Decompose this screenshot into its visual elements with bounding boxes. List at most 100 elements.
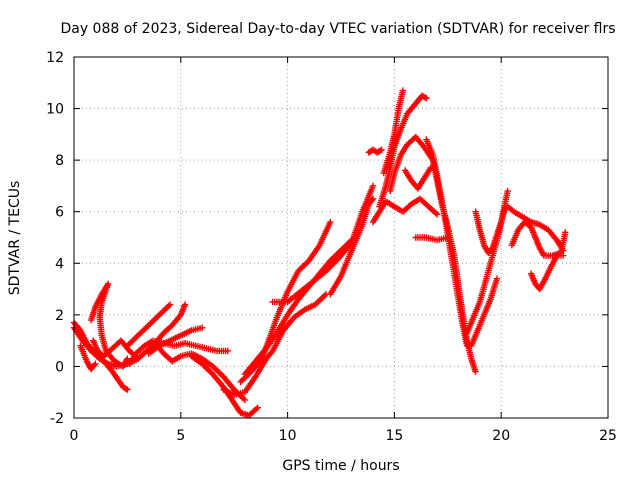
data-point — [128, 338, 136, 345]
data-point — [318, 295, 325, 302]
data-point — [215, 369, 223, 376]
data-point — [166, 301, 174, 308]
data-point — [423, 95, 430, 102]
data-point — [144, 323, 151, 330]
axis-ticks: 0 5 10 15 20 25 -2 0 2 4 6 8 10 12 — [46, 50, 617, 444]
y-tick-label: -2 — [50, 411, 64, 427]
data-point — [214, 367, 221, 375]
data-point — [238, 393, 246, 401]
series-arc-22 — [412, 234, 451, 244]
x-tick-label: 25 — [599, 428, 617, 444]
data-point — [148, 319, 156, 326]
data-point — [399, 87, 407, 94]
series-arc-6 — [124, 301, 174, 349]
y-tick-label: 4 — [55, 256, 64, 272]
grid — [74, 57, 608, 418]
x-tick-label: 10 — [279, 428, 297, 444]
data-point — [92, 360, 99, 368]
series-arc-18 — [376, 92, 430, 210]
data-point — [237, 378, 244, 386]
data-point — [153, 314, 160, 322]
data-point — [241, 396, 249, 404]
data-point — [378, 146, 385, 154]
data-point — [299, 263, 307, 270]
series-arc-26 — [504, 203, 567, 254]
chart-title: Day 088 of 2023, Sidereal Day-to-day VTE… — [60, 21, 615, 37]
data-point — [240, 375, 247, 383]
data-point — [150, 317, 157, 324]
data-point — [369, 182, 377, 190]
data-point — [472, 368, 479, 375]
data-point — [217, 370, 224, 377]
data-point — [122, 385, 130, 392]
data-point — [162, 305, 169, 313]
x-tick-label: 20 — [492, 428, 510, 444]
data-point — [433, 211, 441, 218]
data-point — [493, 275, 501, 282]
series-arc-21 — [401, 164, 434, 192]
data-point — [134, 332, 142, 339]
series-arc-3 — [77, 342, 99, 373]
data-point — [328, 262, 335, 269]
data-point — [369, 195, 377, 203]
series-arc-13 — [241, 236, 355, 378]
y-axis-title: SDTVAR / TECUs — [7, 181, 23, 296]
data-point — [124, 355, 131, 362]
y-tick-label: 8 — [55, 153, 64, 169]
data-point — [324, 266, 331, 273]
data-point — [142, 324, 149, 332]
data-point — [432, 209, 439, 217]
data-point — [329, 260, 337, 268]
data-point — [139, 327, 146, 335]
data-point — [504, 187, 511, 195]
data-point — [124, 386, 131, 393]
data-point — [322, 267, 330, 275]
data-point — [321, 292, 328, 299]
data-point — [137, 329, 145, 336]
data-point — [165, 302, 172, 310]
data-point — [181, 301, 189, 308]
data-point — [145, 321, 152, 329]
data-point — [147, 320, 154, 327]
data-point — [91, 361, 98, 369]
data-point — [253, 405, 260, 413]
data-point — [254, 404, 261, 411]
data-point — [224, 347, 231, 355]
data-point — [421, 94, 429, 101]
data-point — [332, 257, 340, 265]
data-point — [316, 296, 324, 304]
data-point — [198, 324, 206, 331]
data-point — [159, 308, 166, 316]
data-point — [157, 310, 165, 317]
data-point — [302, 260, 310, 267]
series-arc-11 — [220, 291, 330, 398]
data-point — [319, 293, 327, 301]
series-arc-19 — [380, 87, 407, 177]
data-point — [368, 196, 376, 204]
data-series — [70, 87, 569, 419]
y-tick-label: 10 — [46, 102, 64, 118]
data-point — [559, 252, 567, 259]
data-point — [238, 377, 246, 384]
data-point — [160, 307, 168, 314]
data-point — [127, 339, 134, 347]
data-point — [376, 147, 384, 154]
data-point — [327, 218, 334, 226]
data-point — [327, 263, 334, 270]
series-arc-8 — [145, 324, 206, 357]
data-point — [154, 313, 162, 320]
series-arc-23 — [423, 136, 501, 349]
data-point — [163, 304, 171, 311]
data-point — [325, 264, 333, 272]
series-arc-28 — [527, 252, 567, 293]
data-point — [315, 298, 322, 305]
series-arc-16 — [365, 146, 385, 156]
data-point — [331, 259, 338, 266]
data-point — [130, 336, 137, 344]
data-point — [131, 335, 139, 342]
series-arc-15 — [327, 195, 377, 298]
data-point — [562, 229, 569, 236]
y-tick-label: 0 — [55, 359, 64, 375]
data-point — [156, 311, 163, 319]
